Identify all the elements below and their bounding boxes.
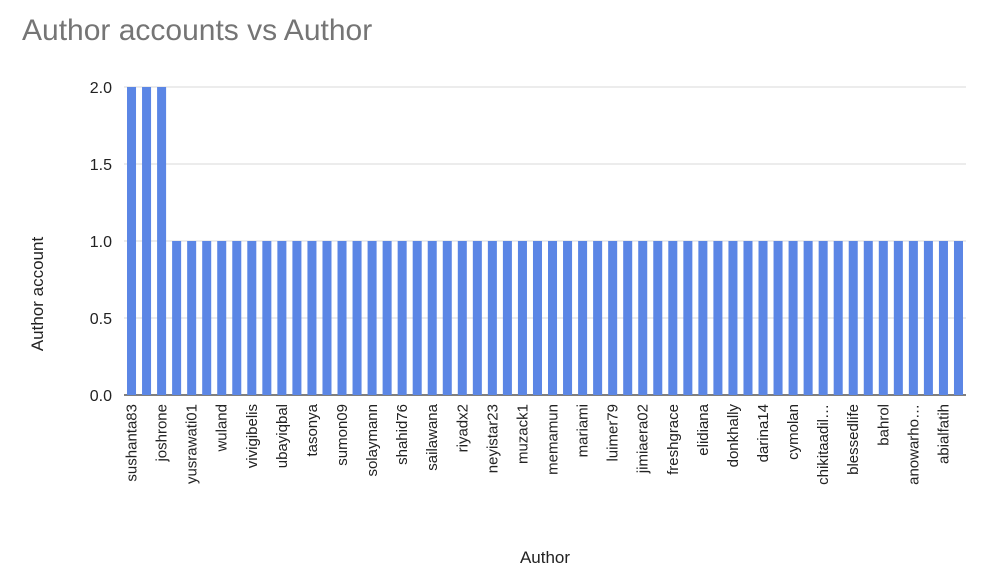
bar (532, 241, 542, 395)
bar (172, 241, 182, 395)
bar (773, 241, 783, 395)
bar (833, 241, 843, 395)
bar (427, 241, 437, 395)
bar (548, 241, 558, 395)
bar (863, 241, 873, 395)
x-tick-label: mariami (575, 404, 592, 457)
bar (517, 241, 527, 395)
x-tick-label: memamun (545, 404, 562, 475)
bar (623, 241, 633, 395)
bar (878, 241, 888, 395)
y-tick-label: 2.0 (90, 80, 112, 97)
x-tick-label: darina14 (755, 404, 772, 462)
x-tick-label: joshrone (154, 404, 171, 463)
bar (848, 241, 858, 395)
bar (367, 241, 377, 395)
bar (953, 241, 963, 395)
chart-title: Author accounts vs Author (22, 14, 373, 47)
x-tick-label: muzack1 (514, 404, 531, 464)
bar (638, 241, 648, 395)
bar (893, 241, 903, 395)
x-tick-label: cymolan (785, 404, 802, 460)
y-tick-label: 0.0 (90, 388, 112, 405)
bar (262, 241, 272, 395)
bar (187, 241, 197, 395)
bar (397, 241, 407, 395)
bar (337, 241, 347, 395)
bar (683, 241, 693, 395)
x-axis-ticks: sushanta83 joshrone yusrawati01 wuland vivig… (124, 403, 953, 485)
bar (247, 241, 257, 395)
x-tick-label: neyistar23 (484, 404, 501, 473)
y-tick-label: 1.5 (90, 157, 112, 174)
x-tick-label: solaymann (364, 404, 381, 477)
bar (563, 241, 573, 395)
x-tick-label: donkhally (725, 404, 742, 468)
bar (127, 87, 137, 395)
x-tick-label: sailawana (424, 403, 441, 470)
bar (217, 241, 227, 395)
bar (698, 241, 708, 395)
bar (502, 241, 512, 395)
bar (292, 241, 302, 395)
bar (728, 241, 738, 395)
bar (277, 241, 287, 395)
bar (412, 241, 422, 395)
bar (713, 241, 723, 395)
bar (908, 241, 918, 395)
x-tick-label: freshgrace (665, 404, 682, 475)
x-tick-label: vivigibelis (244, 404, 261, 468)
bar (142, 87, 152, 395)
bar (938, 241, 948, 395)
x-tick-label: yusrawati01 (184, 404, 201, 484)
bar (758, 241, 768, 395)
bar (668, 241, 678, 395)
x-tick-label: chikitaadil… (815, 404, 832, 485)
bar (157, 87, 167, 395)
y-axis-ticks: 0.0 0.5 1.0 1.5 2.0 (90, 80, 112, 405)
x-tick-label: abialfatih (935, 404, 952, 464)
x-tick-label: ubayiqbal (274, 404, 291, 468)
y-axis-title: Author account (28, 237, 47, 352)
bar (382, 241, 392, 395)
x-tick-label: bahrol (875, 404, 892, 446)
bar (232, 241, 242, 395)
bar (788, 241, 798, 395)
bar (307, 241, 317, 395)
bar (442, 241, 452, 395)
bar (457, 241, 467, 395)
bar (352, 241, 362, 395)
x-tick-label: sumon09 (334, 404, 351, 466)
y-tick-label: 1.0 (90, 234, 112, 251)
bar (818, 241, 828, 395)
x-tick-label: wuland (214, 404, 231, 453)
y-tick-label: 0.5 (90, 311, 112, 328)
bars (127, 87, 963, 395)
bar (803, 241, 813, 395)
bar (472, 241, 482, 395)
x-tick-label: blessedlife (845, 404, 862, 475)
bar (743, 241, 753, 395)
bar (487, 241, 497, 395)
x-tick-label: shahid76 (394, 404, 411, 465)
bar (322, 241, 332, 395)
bar (202, 241, 212, 395)
bar (578, 241, 588, 395)
x-tick-label: tasonya (304, 403, 321, 456)
x-tick-label: sushanta83 (124, 404, 141, 482)
bar (923, 241, 933, 395)
x-tick-label: elidiana (695, 403, 712, 455)
x-tick-label: luimer79 (605, 404, 622, 462)
bar (593, 241, 603, 395)
x-axis-title: Author (520, 548, 570, 567)
x-tick-label: anowarho… (905, 404, 922, 485)
bar (653, 241, 663, 395)
bar (608, 241, 618, 395)
x-tick-label: riyadx2 (454, 404, 471, 452)
x-tick-label: jimiaera02 (635, 404, 652, 474)
